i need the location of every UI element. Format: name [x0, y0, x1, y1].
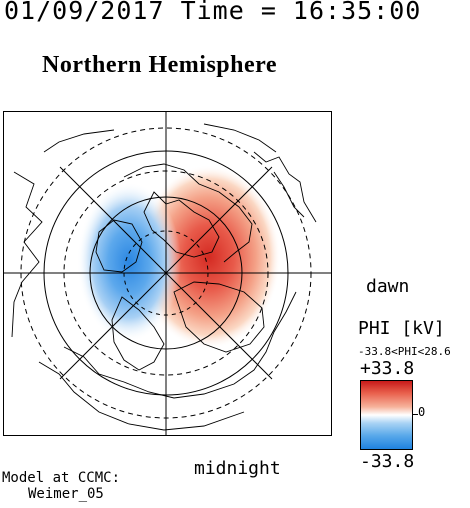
plot-title: Northern Hemisphere	[42, 52, 278, 78]
colorbar-title: PHI [kV]	[358, 318, 445, 339]
colorbar-range: -33.8<PHI<28.6	[358, 345, 451, 358]
colorbar-min-label: -33.8	[360, 451, 415, 472]
negative-cell	[77, 182, 181, 342]
polar-map	[3, 111, 332, 436]
colorbar-max-label: +33.8	[360, 358, 415, 379]
coastlines	[11, 123, 317, 431]
model-credit: Model at CCMC:	[2, 470, 121, 486]
colorbar	[360, 380, 413, 450]
model-name: Weimer_05	[28, 486, 104, 502]
dawn-label: dawn	[366, 276, 410, 297]
potential-pattern	[77, 165, 281, 349]
midnight-label: midnight	[194, 458, 281, 479]
colorbar-zero-label: 0	[418, 405, 426, 419]
colorbar-zero-tick	[413, 414, 418, 415]
meridian-lines	[4, 112, 331, 435]
polar-map-svg	[4, 112, 331, 435]
date-time-header: 01/09/2017 Time = 16:35:00	[4, 0, 422, 25]
